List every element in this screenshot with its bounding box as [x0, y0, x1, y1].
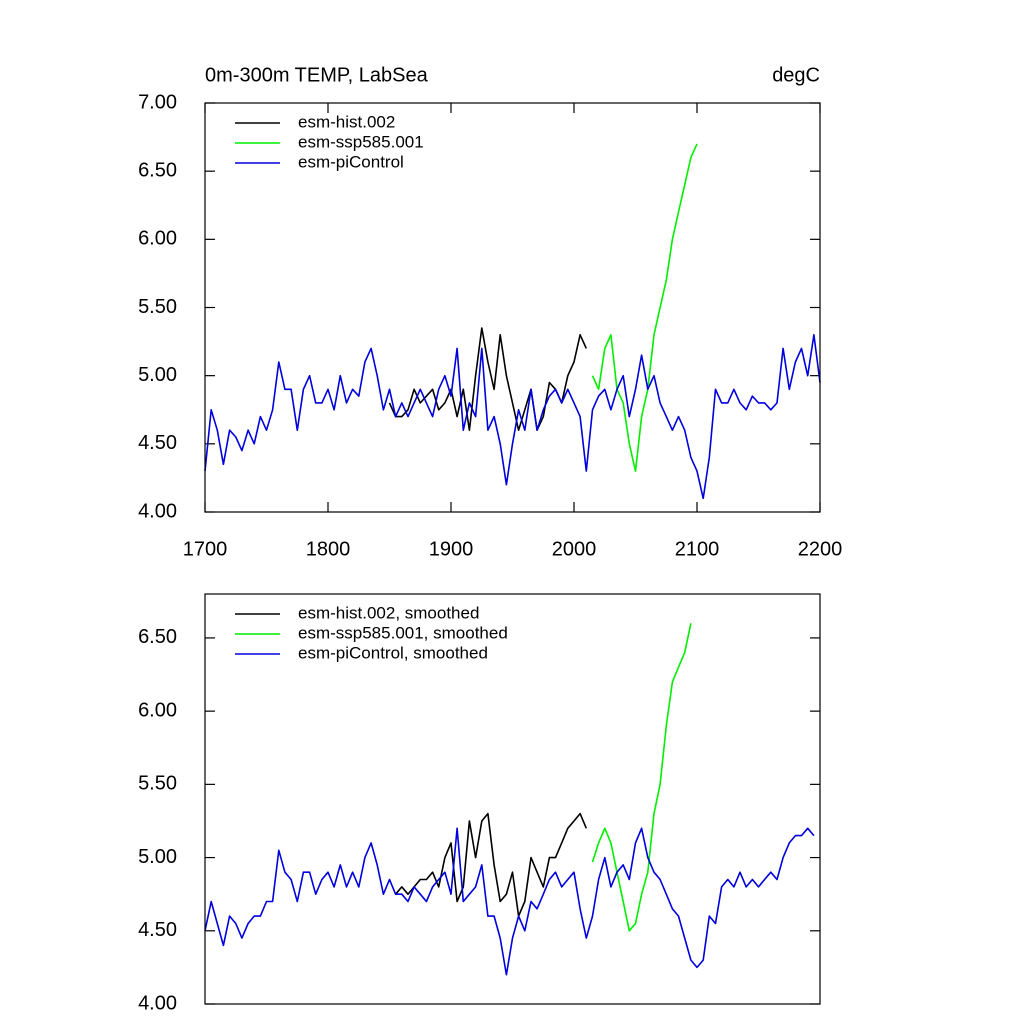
legend-label: esm-ssp585.001, smoothed: [298, 623, 508, 642]
series-line: [394, 812, 588, 917]
legend-label: esm-hist.002, smoothed: [298, 603, 479, 622]
series-line: [204, 334, 821, 500]
legend-label: esm-hist.002: [298, 112, 395, 131]
plot-frame: [204, 593, 821, 1005]
x-tick-label: 2200: [798, 538, 843, 560]
y-tick-label: 5.00: [138, 846, 177, 868]
y-tick-label: 6.50: [138, 626, 177, 648]
series-line: [591, 623, 692, 932]
units-label: degC: [772, 64, 820, 86]
legend-label: esm-piControl: [298, 152, 404, 171]
x-tick-label: 2100: [675, 538, 720, 560]
legend-label: esm-piControl, smoothed: [298, 643, 488, 662]
y-tick-label: 5.00: [138, 364, 177, 386]
y-tick-label: 5.50: [138, 773, 177, 795]
y-tick-label: 4.00: [138, 500, 177, 522]
series-line: [388, 327, 588, 431]
x-tick-label: 1700: [183, 538, 228, 560]
series-line: [204, 827, 815, 976]
series-line: [591, 143, 698, 472]
y-tick-label: 6.50: [138, 159, 177, 181]
y-tick-label: 6.00: [138, 228, 177, 250]
x-tick-label: 1900: [429, 538, 474, 560]
y-tick-label: 4.00: [138, 992, 177, 1014]
x-tick-label: 2000: [552, 538, 597, 560]
legend-label: esm-ssp585.001: [298, 132, 424, 151]
chart-title: 0m-300m TEMP, LabSea: [205, 64, 429, 86]
y-tick-label: 4.50: [138, 432, 177, 454]
x-tick-label: 1800: [306, 538, 351, 560]
y-tick-label: 4.50: [138, 919, 177, 941]
y-tick-label: 7.00: [138, 91, 177, 113]
y-tick-label: 6.00: [138, 699, 177, 721]
plot-frame: [204, 102, 821, 513]
y-tick-label: 5.50: [138, 296, 177, 318]
